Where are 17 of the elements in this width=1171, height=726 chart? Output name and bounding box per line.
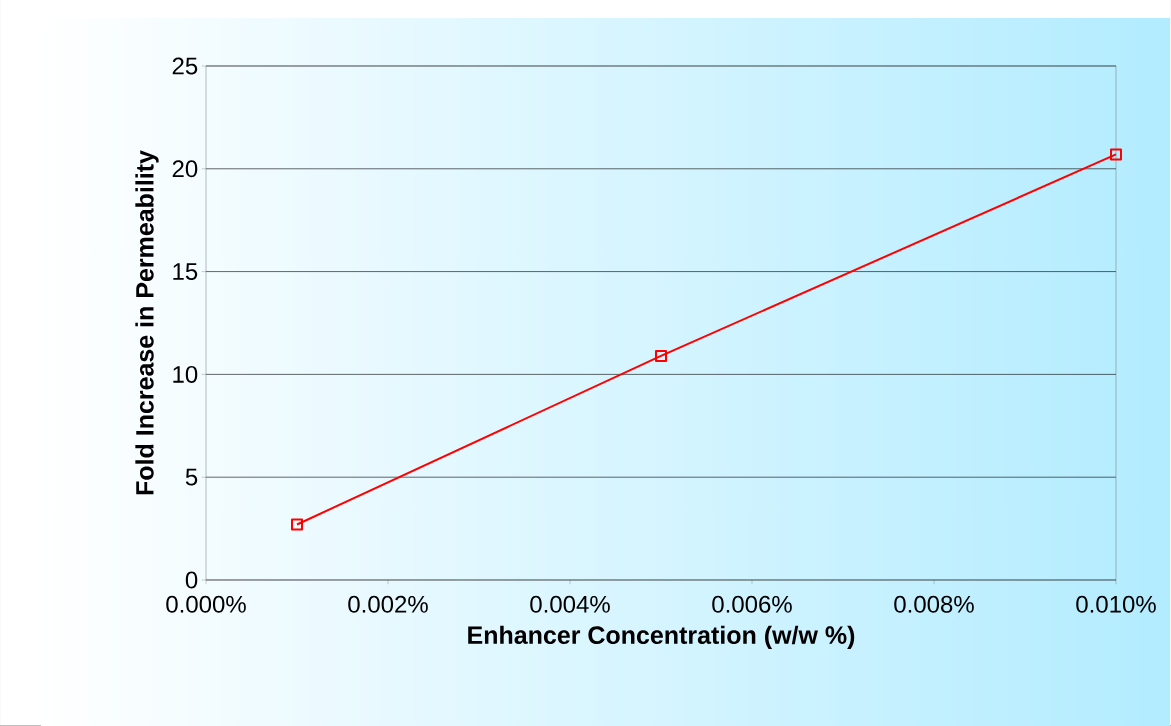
y-tick-label: 20	[172, 160, 198, 178]
point	[291, 518, 304, 531]
point	[1110, 148, 1122, 161]
y-tick-label: 15	[173, 263, 198, 280]
x-tick-label: 0.004%	[530, 595, 610, 613]
x-axis-title: Enhancer Concentration (w/w %)	[468, 625, 855, 649]
y-tick-label: 5	[185, 468, 198, 486]
x-tick-label: 0.010%	[1076, 595, 1156, 613]
y-tick-label: 25	[172, 57, 198, 75]
x-tick-label: 0.008%	[894, 595, 974, 613]
x-tick-label: 0.002%	[348, 595, 428, 613]
x-tick-label: 0.000%	[166, 595, 246, 613]
y-axis-title: Fold Increase in Permeability	[135, 150, 159, 495]
x-tick-label: 0.006%	[712, 595, 792, 613]
y-tick-label: 0	[185, 571, 198, 589]
y-tick-label: 10	[173, 365, 198, 383]
point	[655, 349, 667, 362]
